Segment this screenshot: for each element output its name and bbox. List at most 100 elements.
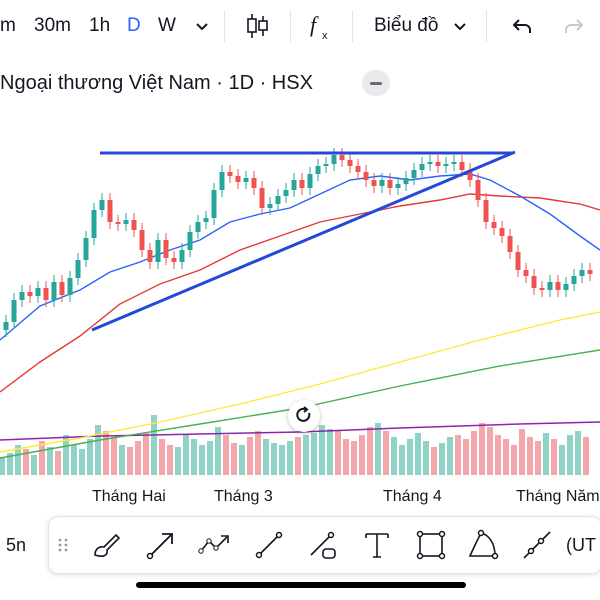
volume-bar <box>495 435 501 475</box>
candle <box>515 252 521 270</box>
price-chart[interactable] <box>0 110 600 480</box>
volume-ma-line <box>0 421 600 441</box>
candle <box>499 228 505 236</box>
candle <box>339 155 345 160</box>
brush-icon[interactable] <box>89 527 125 563</box>
volume-bar <box>551 439 557 475</box>
redo-icon[interactable] <box>562 14 586 38</box>
chevron-down-icon[interactable] <box>450 18 470 34</box>
candles-icon[interactable] <box>244 12 270 40</box>
candle <box>131 220 137 230</box>
candle <box>3 322 9 330</box>
volume-bar <box>87 439 93 475</box>
rectangle-icon[interactable] <box>413 527 449 563</box>
volume-bar <box>199 445 205 475</box>
candle <box>203 218 209 222</box>
volume-bar <box>103 431 109 475</box>
chevron-down-icon[interactable] <box>192 18 212 34</box>
text-tool-icon[interactable] <box>359 527 395 563</box>
volume-bar <box>439 443 445 475</box>
volume-bar <box>559 445 565 475</box>
volume-bar <box>0 457 5 475</box>
symbol-legend[interactable]: Ngoại thương Việt Nam · 1D · HSX <box>0 72 313 94</box>
candle <box>523 270 529 276</box>
interval-minutes[interactable]: m <box>0 15 16 36</box>
candle <box>51 282 57 300</box>
timezone-label[interactable]: (UT <box>566 535 596 555</box>
top-toolbar: m 30m 1h D W f x Biểu đồ <box>0 0 600 52</box>
toolbar-divider <box>486 10 487 42</box>
interval-week[interactable]: W <box>158 15 176 36</box>
toolbar-divider <box>290 10 291 42</box>
candle <box>75 260 81 278</box>
toolbar-divider <box>352 10 353 42</box>
candle <box>563 284 569 290</box>
volume-bar <box>207 441 213 475</box>
candle <box>235 176 241 182</box>
volume-bar <box>191 439 197 475</box>
reset-chart-button[interactable] <box>288 400 320 432</box>
candle <box>475 180 481 200</box>
home-indicator <box>136 582 466 588</box>
candle <box>371 180 377 186</box>
volume-bar <box>447 437 453 475</box>
volume-bar <box>519 429 525 475</box>
candle <box>227 172 233 176</box>
interval-5d-label[interactable]: 5n <box>6 535 27 555</box>
candle <box>379 180 385 186</box>
volume-bar <box>415 433 421 475</box>
candle <box>435 162 441 166</box>
volume-bar <box>63 435 69 475</box>
candle <box>307 174 313 188</box>
path-icon[interactable] <box>197 527 233 563</box>
interval-1h[interactable]: 1h <box>89 15 111 36</box>
candle <box>315 166 321 174</box>
volume-bar <box>575 431 581 475</box>
candle <box>491 222 497 228</box>
volume-bar <box>95 425 101 475</box>
volume-bar <box>159 439 165 475</box>
volume-bar <box>255 431 261 475</box>
candle <box>43 288 49 300</box>
indicators-icon[interactable]: f x <box>308 12 334 42</box>
chart-type-selector[interactable]: Biểu đồ <box>374 15 439 36</box>
volume-bar <box>287 441 293 475</box>
candle <box>187 232 193 250</box>
candle <box>347 160 353 166</box>
candle <box>387 180 393 188</box>
candle <box>291 180 297 190</box>
volume-bar <box>487 427 493 475</box>
undo-icon[interactable] <box>510 14 534 38</box>
candle <box>419 164 425 170</box>
volume-bar <box>239 445 245 475</box>
candle <box>67 278 73 295</box>
candle <box>355 166 361 172</box>
ascending-trendline <box>91 150 516 332</box>
candle <box>539 288 545 290</box>
anchored-line-icon[interactable] <box>305 527 341 563</box>
volume-bar <box>479 423 485 475</box>
candle <box>251 178 257 188</box>
candle <box>299 180 305 188</box>
interval-day[interactable]: D <box>127 15 141 36</box>
ray-icon[interactable] <box>519 527 555 563</box>
volume-bar <box>335 431 341 475</box>
collapse-legend-button[interactable] <box>362 70 390 96</box>
volume-bar <box>463 439 469 475</box>
candle <box>483 200 489 222</box>
candle <box>451 162 457 164</box>
arrow-icon[interactable] <box>143 527 179 563</box>
candle <box>99 200 105 210</box>
candle <box>27 292 33 296</box>
candle <box>555 282 561 290</box>
candle <box>147 250 153 262</box>
candle <box>155 240 161 262</box>
candle <box>427 162 433 164</box>
candle <box>459 162 465 170</box>
trend-line-icon[interactable] <box>251 527 287 563</box>
drag-handle-icon[interactable] <box>53 527 73 563</box>
candle <box>19 292 25 300</box>
candle <box>443 164 449 166</box>
arc-icon[interactable] <box>465 527 501 563</box>
interval-30m[interactable]: 30m <box>34 15 71 36</box>
